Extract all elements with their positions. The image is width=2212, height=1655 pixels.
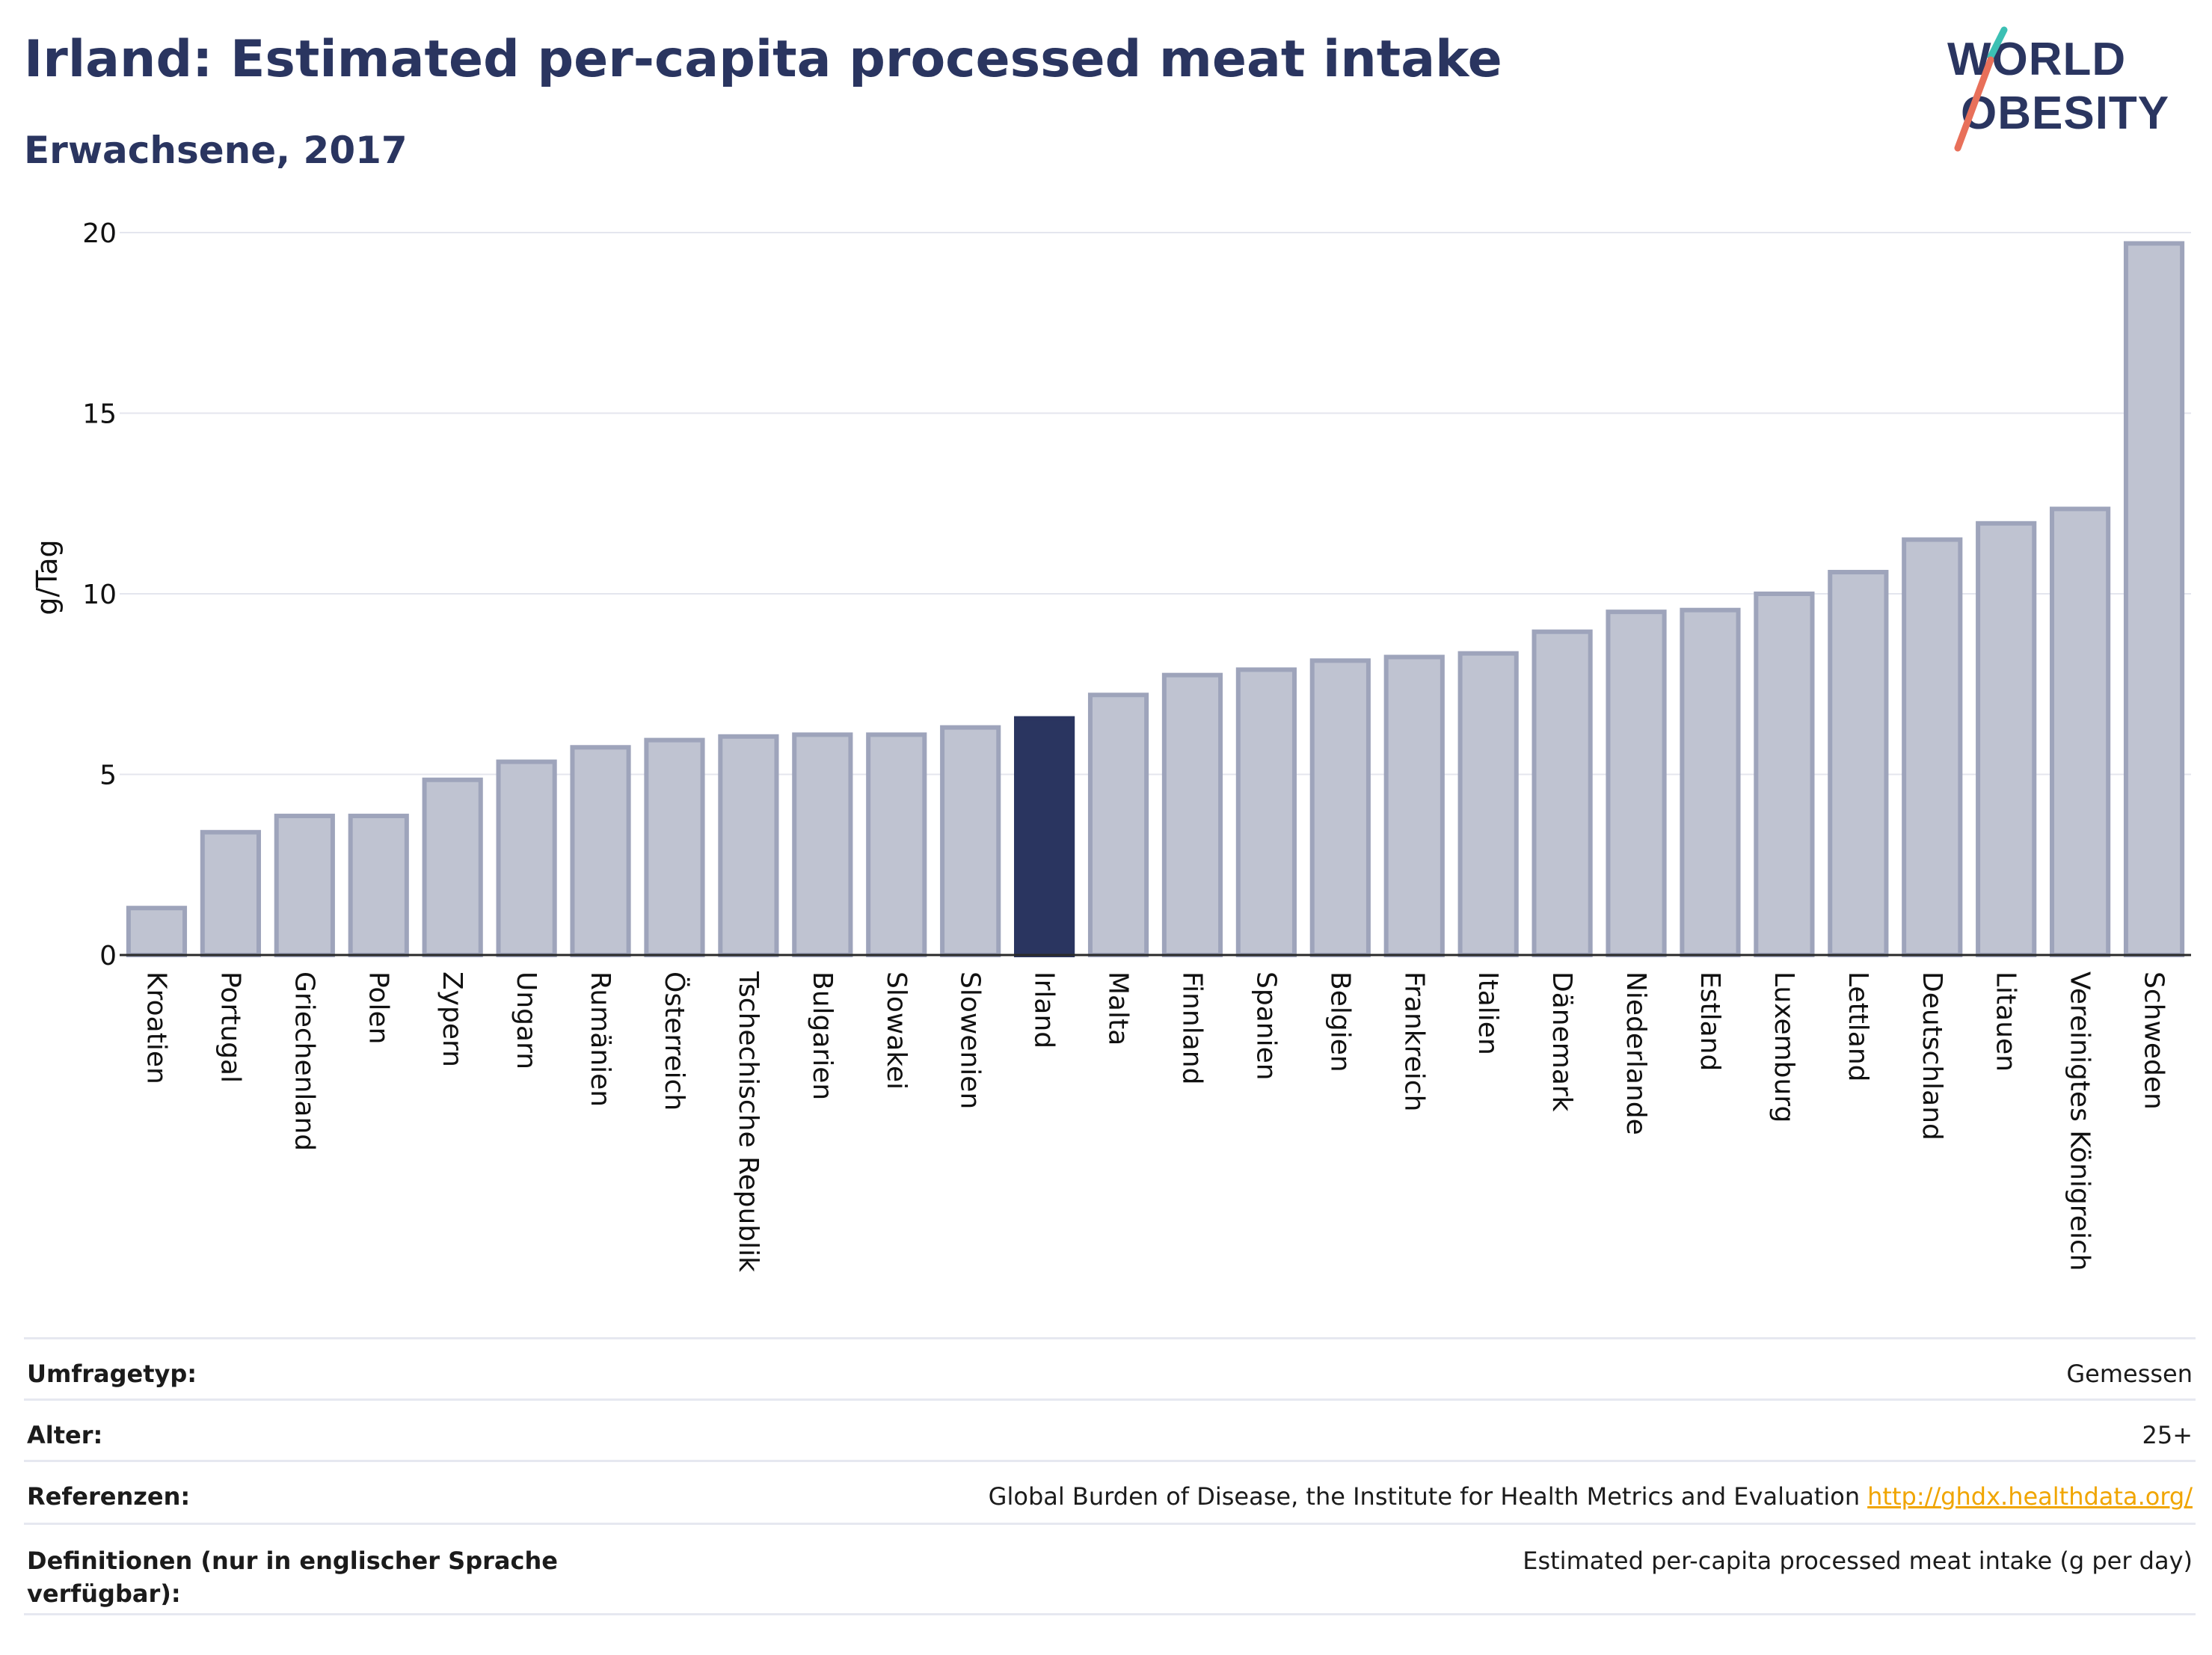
x-tick-label: Estland xyxy=(1695,971,1725,1071)
bar xyxy=(718,734,779,957)
x-tick-label: Deutschland xyxy=(1917,971,1947,1140)
y-tick-label: 15 xyxy=(82,399,117,430)
bar xyxy=(1976,521,2037,957)
x-tick-label: Malta xyxy=(1103,971,1134,1045)
x-tick-label: Österreich xyxy=(659,971,690,1111)
x-tick-label: Bulgarien xyxy=(807,971,838,1100)
meta-value: Gemessen xyxy=(2066,1360,2193,1388)
bar xyxy=(1161,672,1223,957)
x-tick-label: Lettland xyxy=(1843,971,1873,1082)
bar xyxy=(1754,592,1815,957)
x-tick-label: Finnland xyxy=(1176,971,1207,1084)
x-tick-label: Griechenland xyxy=(289,971,319,1151)
bar xyxy=(126,906,188,957)
bar xyxy=(644,737,705,957)
bar xyxy=(348,814,409,958)
bar xyxy=(940,725,1001,958)
bar xyxy=(2050,506,2111,957)
x-tick-label: Portugal xyxy=(215,971,245,1083)
x-tick-labels: Kroatien Portugal Griechenland Polen Zypern U… xyxy=(141,971,2169,1272)
bar xyxy=(1680,607,1741,957)
x-tick-label: Spanien xyxy=(1250,971,1281,1081)
bar xyxy=(1902,537,1963,957)
y-tick-labels: 0 5 10 15 20 xyxy=(82,218,117,971)
page-subtitle: Erwachsene, 2017 xyxy=(24,129,408,172)
bar xyxy=(1087,693,1149,957)
x-tick-label: Litauen xyxy=(1991,971,2021,1072)
meta-label: Umfragetyp: xyxy=(27,1360,197,1388)
bar xyxy=(422,777,483,957)
svg-text:WORLD: WORLD xyxy=(1947,34,2126,85)
bars xyxy=(126,241,2185,958)
metadata-table: Umfragetyp: Gemessen Alter: 25+ Referenz… xyxy=(24,1337,2196,1615)
meta-row-references: Referenzen: Global Burden of Disease, th… xyxy=(24,1460,2196,1523)
x-tick-label: Polen xyxy=(363,971,393,1044)
meta-label: Definitionen (nur in englischer Sprache … xyxy=(27,1547,558,1608)
bar xyxy=(1457,651,1519,957)
bar xyxy=(1828,570,1889,958)
x-tick-label: Niederlande xyxy=(1620,971,1651,1135)
meta-label: Alter: xyxy=(27,1421,103,1449)
bar xyxy=(200,829,261,958)
meta-row-definitions: Definitionen (nur in englischer Sprache … xyxy=(24,1523,2196,1615)
bar xyxy=(496,759,557,957)
x-tick-label: Vereinigtes Königreich xyxy=(2065,971,2095,1271)
meta-row-survey-type: Umfragetyp: Gemessen xyxy=(24,1337,2196,1398)
x-tick-label: Dänemark xyxy=(1546,971,1577,1112)
x-tick-label: Luxemburg xyxy=(1769,971,1799,1123)
meta-value: Estimated per-capita processed meat inta… xyxy=(1523,1547,2193,1575)
bar xyxy=(2123,241,2185,957)
bar xyxy=(1606,610,1667,958)
page-title: Irland: Estimated per-capita processed m… xyxy=(24,30,1502,89)
x-tick-label: Schweden xyxy=(2139,971,2169,1110)
bar xyxy=(1014,716,1075,957)
x-tick-label: Ungarn xyxy=(511,971,541,1069)
bar xyxy=(1235,667,1297,957)
y-tick-label: 20 xyxy=(82,218,117,249)
bar xyxy=(1309,658,1371,957)
x-tick-label: Italien xyxy=(1472,971,1503,1055)
y-tick-label: 10 xyxy=(82,580,117,610)
x-tick-label: Kroatien xyxy=(141,971,171,1084)
x-tick-label: Belgien xyxy=(1324,971,1355,1072)
x-tick-label: Slowakei xyxy=(881,971,912,1090)
bar xyxy=(1531,629,1593,958)
bar-chart: 0 5 10 15 20 Kroatien Portugal Griechenland Pol… xyxy=(31,218,2191,1272)
bar xyxy=(866,732,927,957)
x-tick-label: Irland xyxy=(1029,971,1060,1048)
x-tick-label: Rumänien xyxy=(585,971,615,1107)
y-tick-label: 0 xyxy=(99,941,117,971)
meta-value: Global Burden of Disease, the Institute … xyxy=(988,1482,1861,1511)
meta-value-wrap: Global Burden of Disease, the Institute … xyxy=(989,1480,2193,1513)
meta-label: Referenzen: xyxy=(27,1482,191,1511)
world-obesity-logo: WORLD OBESITY xyxy=(1947,26,2169,152)
reference-link[interactable]: http://ghdx.healthdata.org/ xyxy=(1867,1482,2193,1511)
y-tick-label: 5 xyxy=(99,761,117,791)
x-tick-label: Tschechische Republik xyxy=(733,971,764,1272)
meta-value: 25+ xyxy=(2142,1421,2193,1449)
y-axis-label: g/Tag xyxy=(31,539,64,615)
x-tick-label: Frankreich xyxy=(1398,971,1429,1111)
x-tick-label: Zypern xyxy=(437,971,467,1067)
x-tick-label: Slowenien xyxy=(955,971,986,1109)
bar xyxy=(570,745,631,958)
bar xyxy=(1383,654,1445,958)
bar xyxy=(274,814,335,958)
bar xyxy=(792,732,853,957)
svg-text:OBESITY: OBESITY xyxy=(1961,87,2169,139)
meta-row-age: Alter: 25+ xyxy=(24,1398,2196,1460)
